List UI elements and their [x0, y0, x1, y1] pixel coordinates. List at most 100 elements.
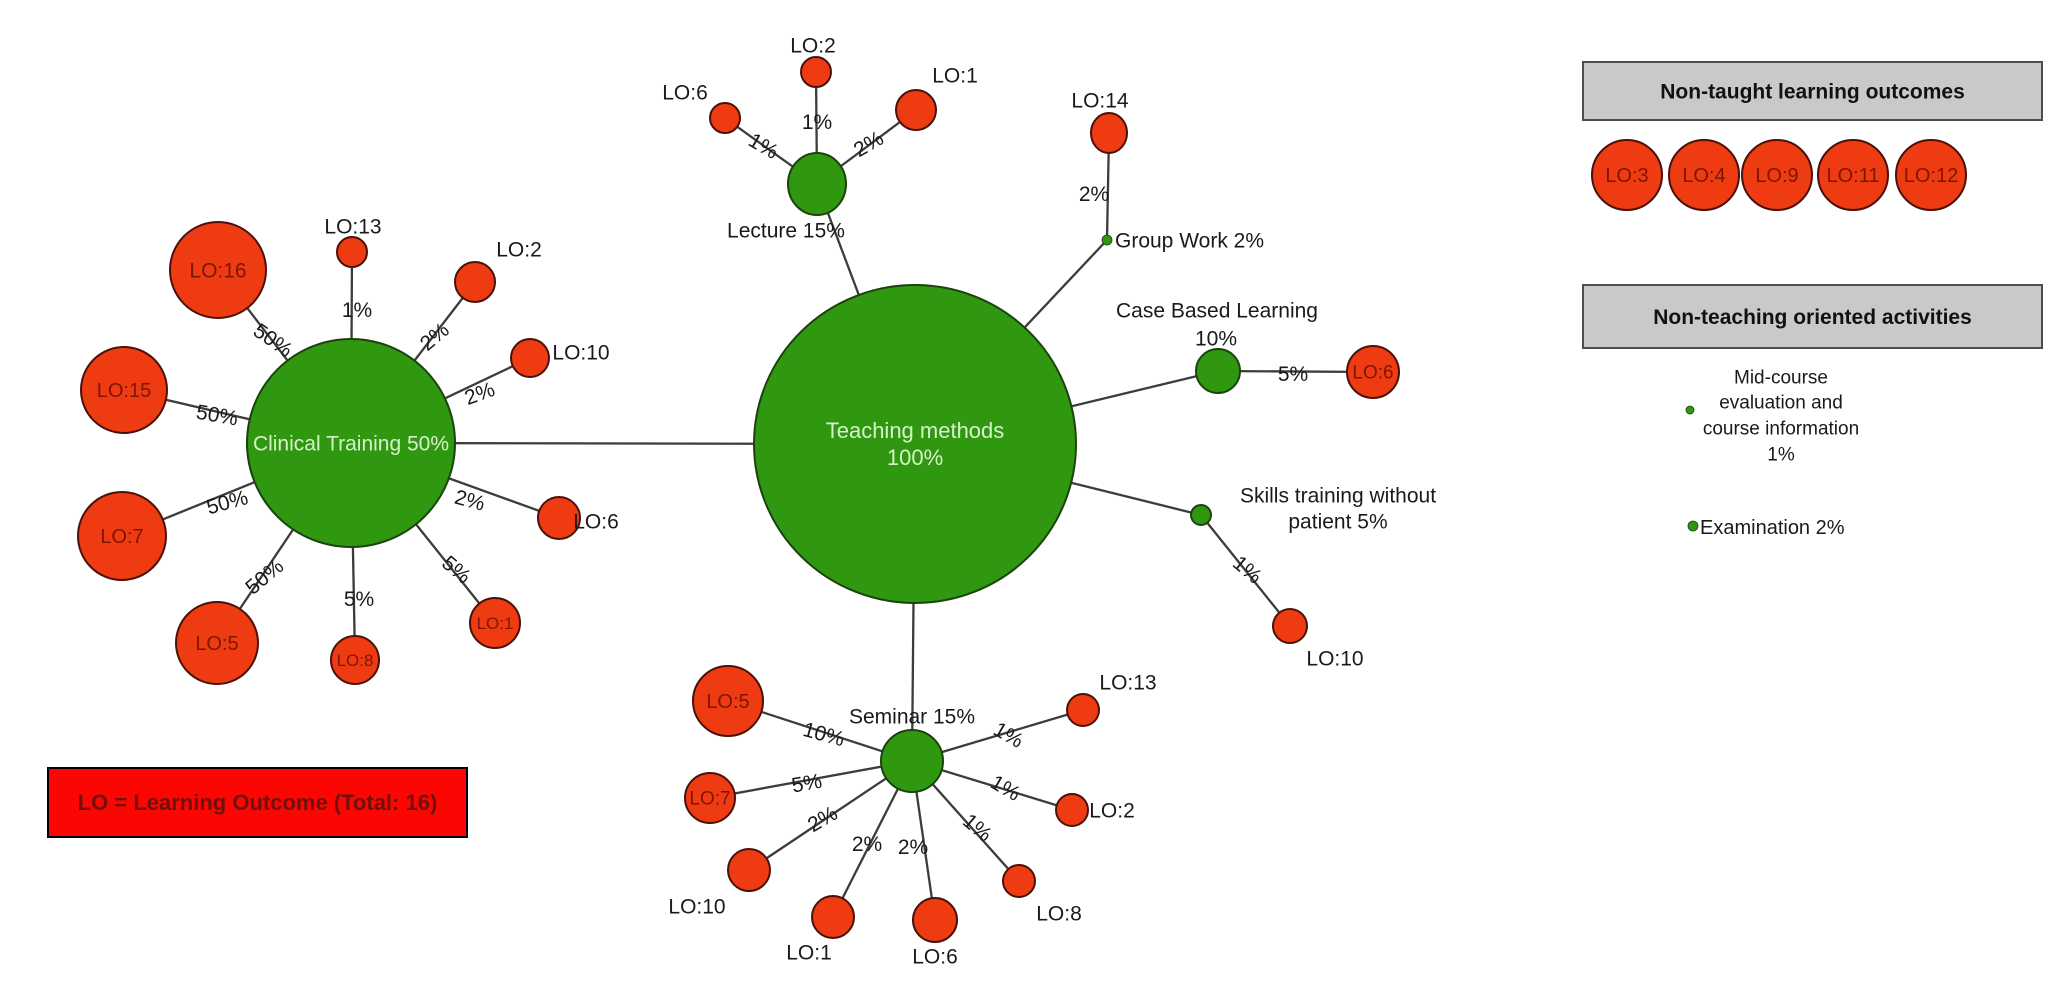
node-teaching [753, 284, 1077, 604]
node-label-sem-lo7: LO:7 [689, 789, 730, 810]
edge-label-lecture-l-lo2: 1% [802, 111, 832, 134]
edge-label-seminar-sem-lo1: 2% [852, 833, 882, 856]
node-sem-lo1 [811, 895, 855, 939]
node-sem-lo13 [1066, 693, 1100, 727]
node-p-lo3 [1591, 139, 1663, 211]
node-p-lo12 [1895, 139, 1967, 211]
node-p-lo9 [1741, 139, 1813, 211]
label-skills-title-1: Skills training without [1240, 484, 1436, 507]
label-midcourse-3: course information [1703, 419, 1859, 440]
label-s-lo10-label: LO:10 [1306, 647, 1363, 670]
edge-label-seminar-sem-lo8: 1% [958, 809, 996, 846]
node-label-sem-lo5: LO:5 [706, 691, 749, 713]
edge-label-cbl-cbl-lo6: 5% [1278, 363, 1308, 386]
node-mid-dot [1685, 405, 1695, 415]
label-midcourse-1: Mid-course [1734, 368, 1828, 389]
label-sem-lo6-label: LO:6 [912, 945, 958, 968]
node-sem-lo7 [684, 772, 736, 824]
node-label-p-lo12: LO:12 [1904, 165, 1958, 187]
node-exam-dot [1687, 520, 1699, 532]
edge-label-lecture-l-lo1: 2% [850, 127, 888, 162]
label-cbl-title-1: Case Based Learning [1116, 299, 1318, 322]
node-l-lo1 [895, 89, 937, 131]
edge-label-clinical-c-lo15: 50% [194, 401, 239, 431]
node-sem-lo8 [1002, 864, 1036, 898]
label-sem-lo10-label: LO:10 [668, 895, 725, 918]
node-c-lo5 [175, 601, 259, 685]
node-p-lo11 [1817, 139, 1889, 211]
box-header-non-taught [1582, 61, 2043, 121]
node-seminar [880, 729, 944, 793]
node-clinical [246, 338, 456, 548]
label-seminar-title: Seminar 15% [849, 705, 975, 728]
node-sem-lo6 [912, 897, 958, 943]
label-c-lo10-label: LO:10 [552, 341, 609, 364]
node-label-teaching: 100% [887, 445, 943, 470]
label-c-lo13-label: LO:13 [324, 215, 381, 238]
edge-label-seminar-sem-lo7: 5% [790, 770, 824, 798]
label-c-lo2-label: LO:2 [496, 238, 542, 261]
node-label-p-lo9: LO:9 [1755, 165, 1798, 187]
label-skills-title-2: patient 5% [1288, 510, 1387, 533]
node-sem-lo5 [692, 665, 764, 737]
node-label-cbl-lo6: LO:6 [1352, 363, 1393, 384]
label-l-lo1-label: LO:1 [932, 64, 978, 87]
edge-label-clinical-c-lo7: 50% [204, 486, 251, 519]
node-c-lo15 [80, 346, 168, 434]
box-label-header-non-teaching: Non-teaching oriented activities [1653, 306, 1972, 329]
node-label-p-lo4: LO:4 [1682, 165, 1725, 187]
box-label-header-non-taught: Non-taught learning outcomes [1660, 80, 1965, 103]
node-skills-dot [1190, 504, 1212, 526]
node-gw-dot [1101, 234, 1113, 246]
node-label-c-lo5: LO:5 [195, 633, 238, 655]
node-c-lo7 [77, 491, 167, 581]
node-label-c-lo1: LO:1 [477, 614, 514, 633]
edge-label-seminar-sem-lo6: 2% [898, 836, 928, 859]
node-cbl-lo6 [1346, 345, 1400, 399]
box-legend-box [47, 767, 468, 838]
node-c-lo10 [510, 338, 550, 378]
node-c-lo8 [330, 635, 380, 685]
edge-label-lecture-l-lo6: 1% [744, 129, 782, 164]
edge-skills-dot-s-lo10 [1200, 514, 1291, 627]
box-label-legend-box: LO = Learning Outcome (Total: 16) [78, 790, 438, 815]
node-s-lo10 [1272, 608, 1308, 644]
node-c-lo13 [336, 236, 368, 268]
node-c-lo6 [537, 496, 581, 540]
label-cbl-title-2: 10% [1195, 327, 1237, 350]
node-l-lo6 [709, 102, 741, 134]
label-groupwork-title: Group Work 2% [1115, 229, 1264, 252]
node-label-c-lo16: LO:16 [189, 259, 246, 282]
label-sem-lo2-label: LO:2 [1089, 799, 1135, 822]
node-c-lo1 [469, 597, 521, 649]
label-lecture-title: Lecture 15% [727, 219, 845, 242]
edge-label-clinical-c-lo8: 5% [344, 588, 374, 611]
label-examination: Examination 2% [1700, 517, 1845, 539]
node-l-lo2 [800, 56, 832, 88]
edge-label-clinical-c-lo16: 50% [249, 319, 297, 362]
node-label-c-lo8: LO:8 [337, 651, 374, 670]
node-sem-lo2 [1055, 793, 1089, 827]
label-sem-lo1-label: LO:1 [786, 941, 832, 964]
node-cbl [1195, 348, 1241, 394]
node-label-p-lo11: LO:11 [1827, 165, 1880, 187]
node-label-teaching: Teaching methods [826, 418, 1005, 443]
node-lecture [787, 152, 847, 216]
edge-label-lo14-gw-dot: 2% [1079, 183, 1109, 206]
label-midcourse-2: evaluation and [1719, 393, 1843, 414]
label-c-lo6-label: LO:6 [573, 510, 619, 533]
box-header-non-teaching [1582, 284, 2043, 349]
node-label-clinical: Clinical Training 50% [253, 432, 449, 455]
label-sem-lo8-label: LO:8 [1036, 902, 1082, 925]
edge-label-clinical-c-lo10: 2% [462, 378, 498, 410]
edge-label-seminar-sem-lo2: 1% [986, 771, 1024, 806]
node-label-p-lo3: LO:3 [1605, 165, 1648, 187]
label-l-lo6-label: LO:6 [662, 81, 708, 104]
edge-seminar-sem-lo10 [748, 760, 913, 871]
node-label-c-lo15: LO:15 [97, 380, 151, 402]
edge-label-clinical-c-lo13: 1% [342, 299, 372, 322]
edge-label-seminar-sem-lo5: 10% [800, 718, 847, 751]
label-midcourse-4: 1% [1767, 445, 1795, 466]
